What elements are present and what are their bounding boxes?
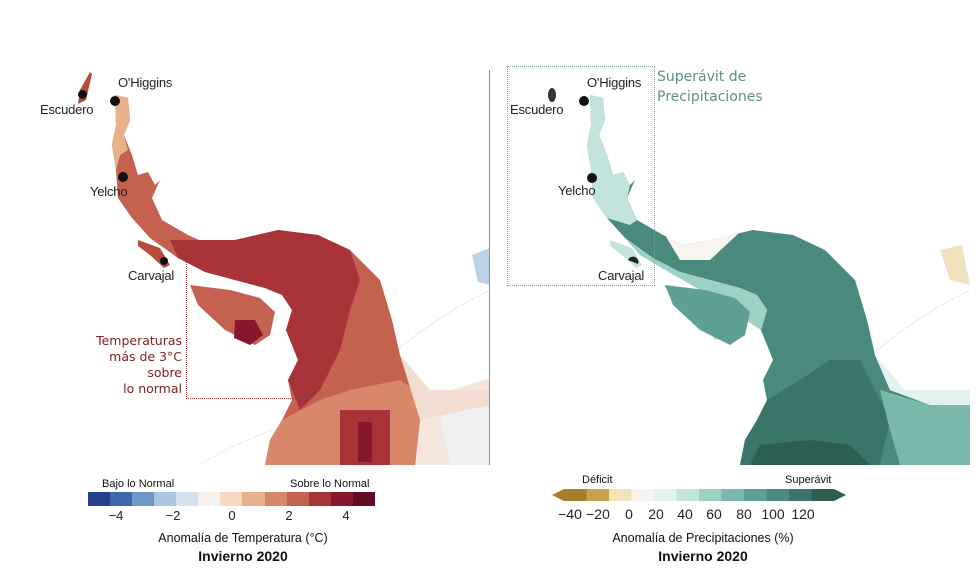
temperature-colorbar-swatch [352,492,375,506]
temperature-tick-label: 0 [228,508,236,523]
temperature-tick-label: 2 [285,508,293,523]
precipitation-season-label: Invierno 2020 [658,548,748,564]
temperature-colorbar-swatch [110,492,133,506]
precipitation-tick-label: 20 [648,506,664,522]
temperature-season-label: Invierno 2020 [198,548,288,564]
temperature-colorbar-swatch [198,492,221,506]
precipitation-tick-label: −40 [558,506,582,522]
precipitation-colorbar-swatch [721,489,745,501]
temperature-colorbar-swatch [88,492,111,506]
precipitation-colorbar-left-label: Déficit [582,474,613,486]
temperature-colorbar-swatch [176,492,199,506]
precipitation-colorbar-swatch [811,489,835,501]
station-label-yelcho: Yelcho [90,184,128,199]
temperature-colorbar [88,492,375,506]
precipitation-annotation: Superávit de Precipitaciones [657,69,763,105]
precipitation-anomaly-map [548,88,970,465]
station-label-ohiggins-right: O'Higgins [587,75,642,90]
precipitation-tick-label: 40 [677,506,693,522]
precipitation-colorbar-title: Anomalía de Precipitaciones (%) [612,531,794,545]
precipitation-colorbar-swatch [631,489,655,501]
temperature-tick-label: −4 [108,508,124,523]
station-dot-yelcho-right [587,173,597,183]
temperature-colorbar-swatch [242,492,265,506]
temperature-colorbar-swatch [330,492,353,506]
station-dot-ohiggins-right [579,96,589,106]
station-label-escudero-right: Escudero [510,102,564,117]
station-dot-escudero [78,90,87,99]
station-dot-carvajal [160,257,168,265]
precipitation-tick-label: −20 [586,506,610,522]
precipitation-colorbar-swatch [789,489,812,501]
station-label-yelcho-right: Yelcho [558,183,596,198]
temperature-colorbar-swatch [154,492,177,506]
temperature-colorbar-title: Anomalía de Temperatura (°C) [158,531,328,545]
temperature-annotation: Temperaturas más de 3°C sobre lo normal [96,333,182,396]
precipitation-colorbar-swatch [676,489,700,501]
temperature-colorbar-swatch [264,492,287,506]
panel-divider [489,70,490,465]
temperature-anomaly-map [78,72,490,465]
precipitation-tick-label: 100 [761,506,785,522]
precipitation-tick-label: 120 [791,506,815,522]
station-dot-yelcho [118,172,128,182]
temperature-tick-label: 4 [342,508,350,523]
precipitation-colorbar-swatch [564,489,587,501]
station-dot-ohiggins [110,96,120,106]
precipitation-colorbar-swatch [654,489,677,501]
precipitation-colorbar-swatch [744,489,767,501]
temperature-colorbar-swatch [132,492,155,506]
precipitation-colorbar-swatch [609,489,632,501]
station-label-carvajal: Carvajal [128,268,175,283]
temperature-colorbar-left-label: Bajo lo Normal [102,478,175,490]
station-label-carvajal-right: Carvajal [598,268,645,283]
precipitation-colorbar-left-arrow [552,489,564,501]
temperature-tick-label: −2 [165,508,181,523]
station-label-ohiggins: O'Higgins [118,75,173,90]
precipitation-tick-label: 80 [736,506,752,522]
temperature-colorbar-swatch [308,492,331,506]
precipitation-colorbar-swatch [766,489,790,501]
precipitation-colorbar-swatch [699,489,722,501]
precipitation-colorbar [552,489,846,501]
precipitation-colorbar-right-arrow [834,489,846,501]
precipitation-colorbar-right-label: Superávit [785,474,832,486]
station-label-escudero: Escudero [40,102,94,117]
precipitation-colorbar-swatch [586,489,610,501]
precipitation-highlight-box [507,66,655,286]
precipitation-tick-label: 0 [625,506,633,522]
temperature-colorbar-swatch [286,492,309,506]
precipitation-tick-label: 60 [706,506,722,522]
temperature-colorbar-swatch [220,492,243,506]
temperature-colorbar-right-label: Sobre lo Normal [290,478,370,490]
temperature-highlight-box [186,255,313,399]
